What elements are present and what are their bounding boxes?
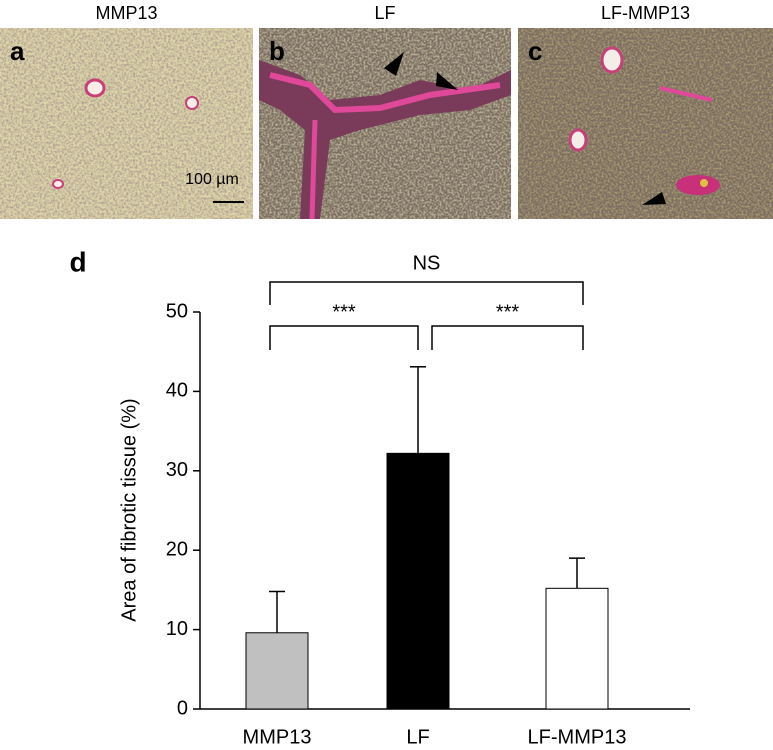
significance-label: ***	[332, 301, 356, 323]
significance-label: NS	[413, 252, 441, 274]
panel-title: MMP13	[95, 3, 157, 23]
bar	[386, 452, 450, 710]
micrograph-b	[259, 28, 511, 220]
y-tick-label: 30	[166, 459, 188, 481]
y-tick-label: 20	[166, 538, 188, 560]
y-axis-label: Area of fibrotic tissue (%)	[118, 398, 140, 621]
micrograph-c	[518, 28, 773, 219]
x-tick-label: LF-MMP13	[528, 726, 627, 748]
significance-bracket	[431, 325, 584, 350]
panel-letter: c	[528, 36, 542, 66]
panel-title: LF-MMP13	[601, 3, 690, 23]
significance-label: ***	[496, 301, 520, 323]
y-tick-label: 40	[166, 380, 188, 402]
scale-bar-label: 100 µm	[185, 171, 239, 188]
bar	[545, 587, 609, 710]
x-tick-label: LF	[406, 726, 429, 748]
panel-letter: d	[69, 246, 86, 277]
panel-title: LF	[374, 3, 395, 23]
y-tick-label: 50	[166, 300, 188, 322]
significance-bracket	[269, 281, 584, 305]
significance-bracket	[269, 325, 419, 350]
y-tick-label: 0	[177, 697, 188, 719]
y-tick-label: 10	[166, 618, 188, 640]
bar	[245, 632, 309, 710]
x-tick-label: MMP13	[243, 726, 312, 748]
panel-letter: b	[269, 36, 285, 66]
panel-letter: a	[10, 36, 25, 66]
micrograph-a	[0, 28, 253, 219]
